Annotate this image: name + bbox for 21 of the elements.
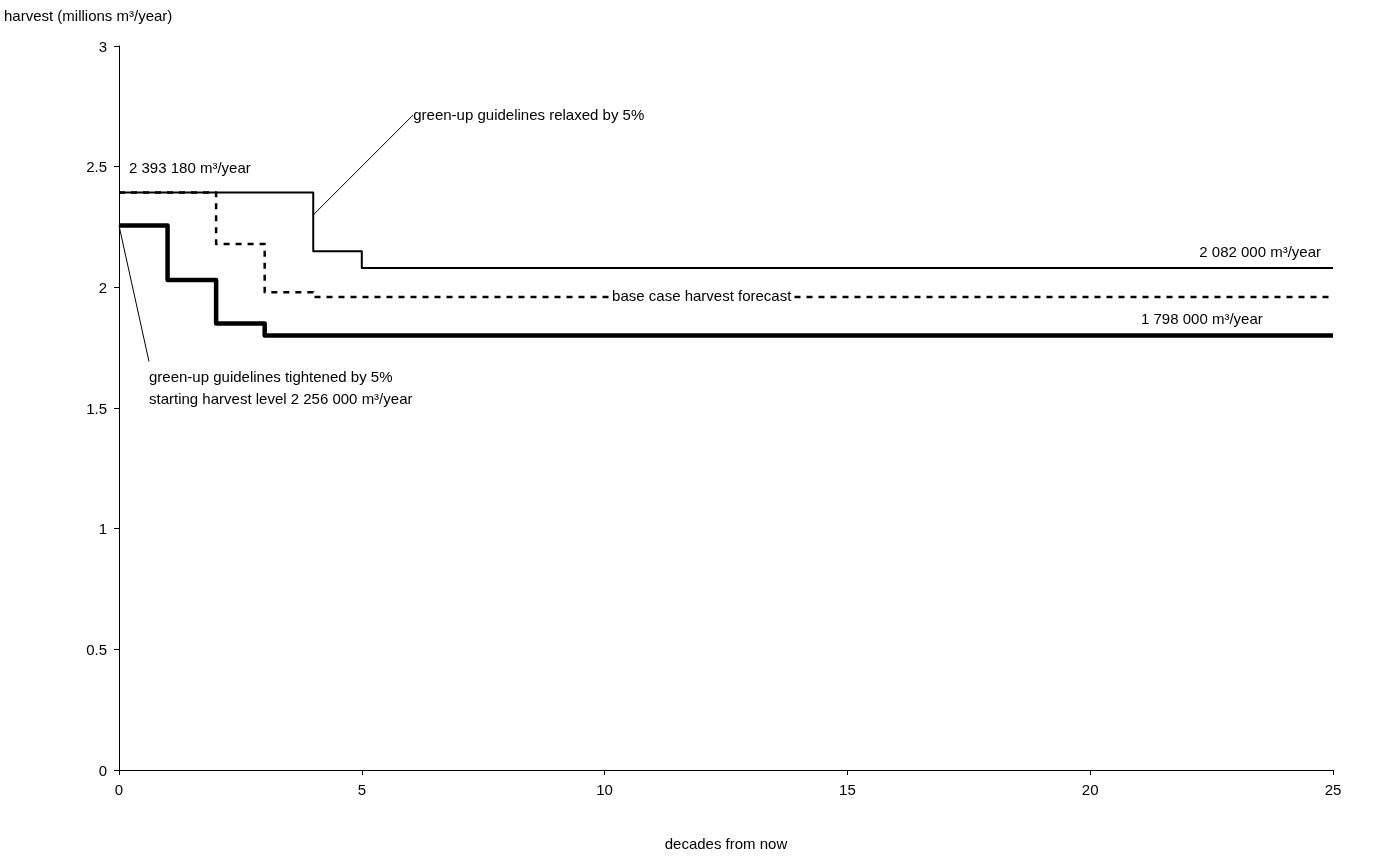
y-tick-label: 1.5 [86, 399, 107, 417]
x-tick-label: 10 [596, 781, 613, 798]
x-tick-label: 5 [357, 781, 366, 798]
x-tick-label: 25 [1324, 781, 1342, 798]
y-tick-label: 0 [98, 761, 107, 779]
x-tick-label: 15 [839, 781, 856, 798]
annotation: base case harvest forecast [612, 287, 793, 305]
y-tick-label: 0.5 [86, 640, 107, 658]
annotation: green-up guidelines tightened by 5% starting harvest level 2 256 000 m³/year [149, 368, 413, 408]
annotation: 2 393 180 m³/year [129, 158, 251, 176]
annotation: 2 082 000 m³/year [1199, 242, 1322, 260]
y-tick-label: 3 [98, 37, 107, 55]
x-tick-label: 0 [114, 781, 124, 798]
y-axis-title: harvest (millions m³/year) [4, 7, 173, 24]
x-tick-label: 20 [1081, 781, 1099, 798]
annotation: 1 798 000 m³/year [1141, 310, 1263, 328]
annotation: green-up guidelines relaxed by 5% [413, 106, 645, 124]
y-tick-label: 2.5 [86, 158, 107, 176]
y-tick-label: 1 [98, 520, 107, 538]
x-axis-title: decades from now [664, 835, 788, 852]
y-tick-label: 2 [98, 278, 107, 296]
